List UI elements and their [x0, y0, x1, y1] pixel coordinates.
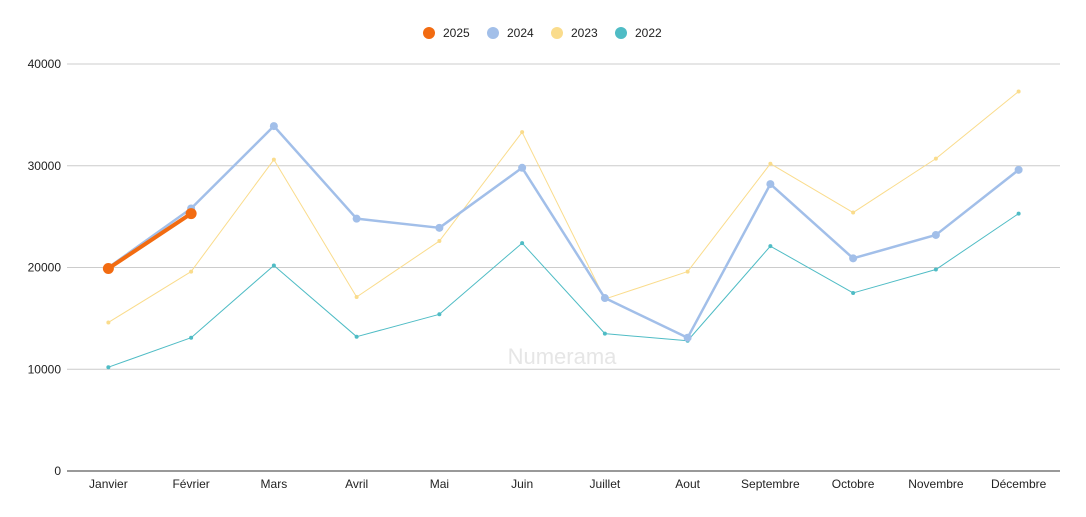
data-point-2023 [354, 295, 359, 300]
x-tick-label: Janvier [89, 477, 128, 491]
legend-item-2023: 2023 [551, 26, 598, 40]
x-tick-label: Avril [345, 477, 368, 491]
data-point-2022 [106, 365, 111, 370]
series-2024 [104, 122, 1023, 342]
legend-label: 2025 [443, 26, 470, 40]
data-point-2022 [602, 331, 607, 336]
legend-item-2025: 2025 [423, 26, 470, 40]
series-line-2023 [107, 90, 1020, 323]
legend-swatch [551, 27, 563, 39]
data-point-2024 [269, 122, 278, 131]
legend-item-2022: 2022 [615, 26, 662, 40]
data-point-2023 [271, 157, 276, 162]
x-tick-label: Mars [261, 477, 288, 491]
data-point-2023 [520, 130, 525, 135]
data-point-2022 [933, 267, 938, 272]
x-tick-label: Juillet [590, 477, 621, 491]
legend-item-2024: 2024 [487, 26, 534, 40]
data-point-2024 [518, 163, 527, 172]
series-2023 [106, 89, 1021, 325]
data-point-2024 [931, 230, 940, 239]
legend-swatch [423, 27, 435, 39]
x-axis: Janvier Février Mars Avril Mai Juin Juillet Aou… [89, 477, 1047, 491]
data-point-2024 [766, 180, 775, 189]
data-point-2022 [520, 241, 525, 246]
legend-label: 2023 [571, 26, 598, 40]
series-line-2025 [106, 211, 194, 271]
data-point-2024 [1014, 165, 1023, 174]
legend: 2025 2024 2023 2022 [423, 26, 662, 40]
x-tick-label: Novembre [908, 477, 964, 491]
legend-swatch [487, 27, 499, 39]
legend-swatch [615, 27, 627, 39]
series-line-2024 [107, 124, 1020, 339]
data-point-2023 [1016, 89, 1021, 94]
data-point-2025 [185, 208, 197, 220]
y-tick-label: 40000 [28, 57, 62, 71]
x-tick-label: Mai [430, 477, 449, 491]
legend-label: 2024 [507, 26, 534, 40]
data-point-2023 [437, 239, 442, 244]
data-point-2023 [685, 269, 690, 274]
legend-label: 2022 [635, 26, 662, 40]
data-point-2024 [435, 223, 444, 232]
x-tick-label: Aout [675, 477, 700, 491]
data-point-2022 [1016, 211, 1021, 216]
series-2022 [106, 211, 1021, 370]
y-tick-label: 30000 [28, 159, 62, 173]
y-tick-label: 20000 [28, 261, 62, 275]
data-point-2023 [106, 320, 111, 325]
data-point-2022 [768, 244, 773, 249]
x-tick-label: Février [172, 477, 209, 491]
data-point-2024 [849, 254, 858, 263]
y-tick-label: 10000 [28, 362, 62, 376]
series-layer [102, 89, 1023, 370]
data-point-2024 [352, 214, 361, 223]
x-tick-label: Décembre [991, 477, 1047, 491]
data-point-2024 [600, 294, 609, 303]
data-point-2022 [851, 290, 856, 295]
data-point-2025 [102, 263, 114, 275]
data-point-2022 [189, 335, 194, 340]
series-2025 [102, 208, 197, 275]
gridlines [67, 63, 1060, 472]
data-point-2023 [768, 161, 773, 166]
data-point-2023 [189, 269, 194, 274]
y-axis: 0 10000 20000 30000 40000 [28, 57, 62, 478]
x-tick-label: Septembre [741, 477, 800, 491]
x-tick-label: Octobre [832, 477, 875, 491]
series-line-2022 [107, 213, 1020, 368]
y-tick-label: 0 [54, 464, 61, 478]
data-point-2023 [933, 156, 938, 161]
data-point-2022 [271, 263, 276, 268]
data-point-2022 [437, 312, 442, 317]
data-point-2023 [851, 210, 856, 215]
watermark-text: Numerama [508, 344, 618, 369]
x-tick-label: Juin [511, 477, 533, 491]
data-point-2022 [354, 334, 359, 339]
data-point-2024 [683, 333, 692, 342]
